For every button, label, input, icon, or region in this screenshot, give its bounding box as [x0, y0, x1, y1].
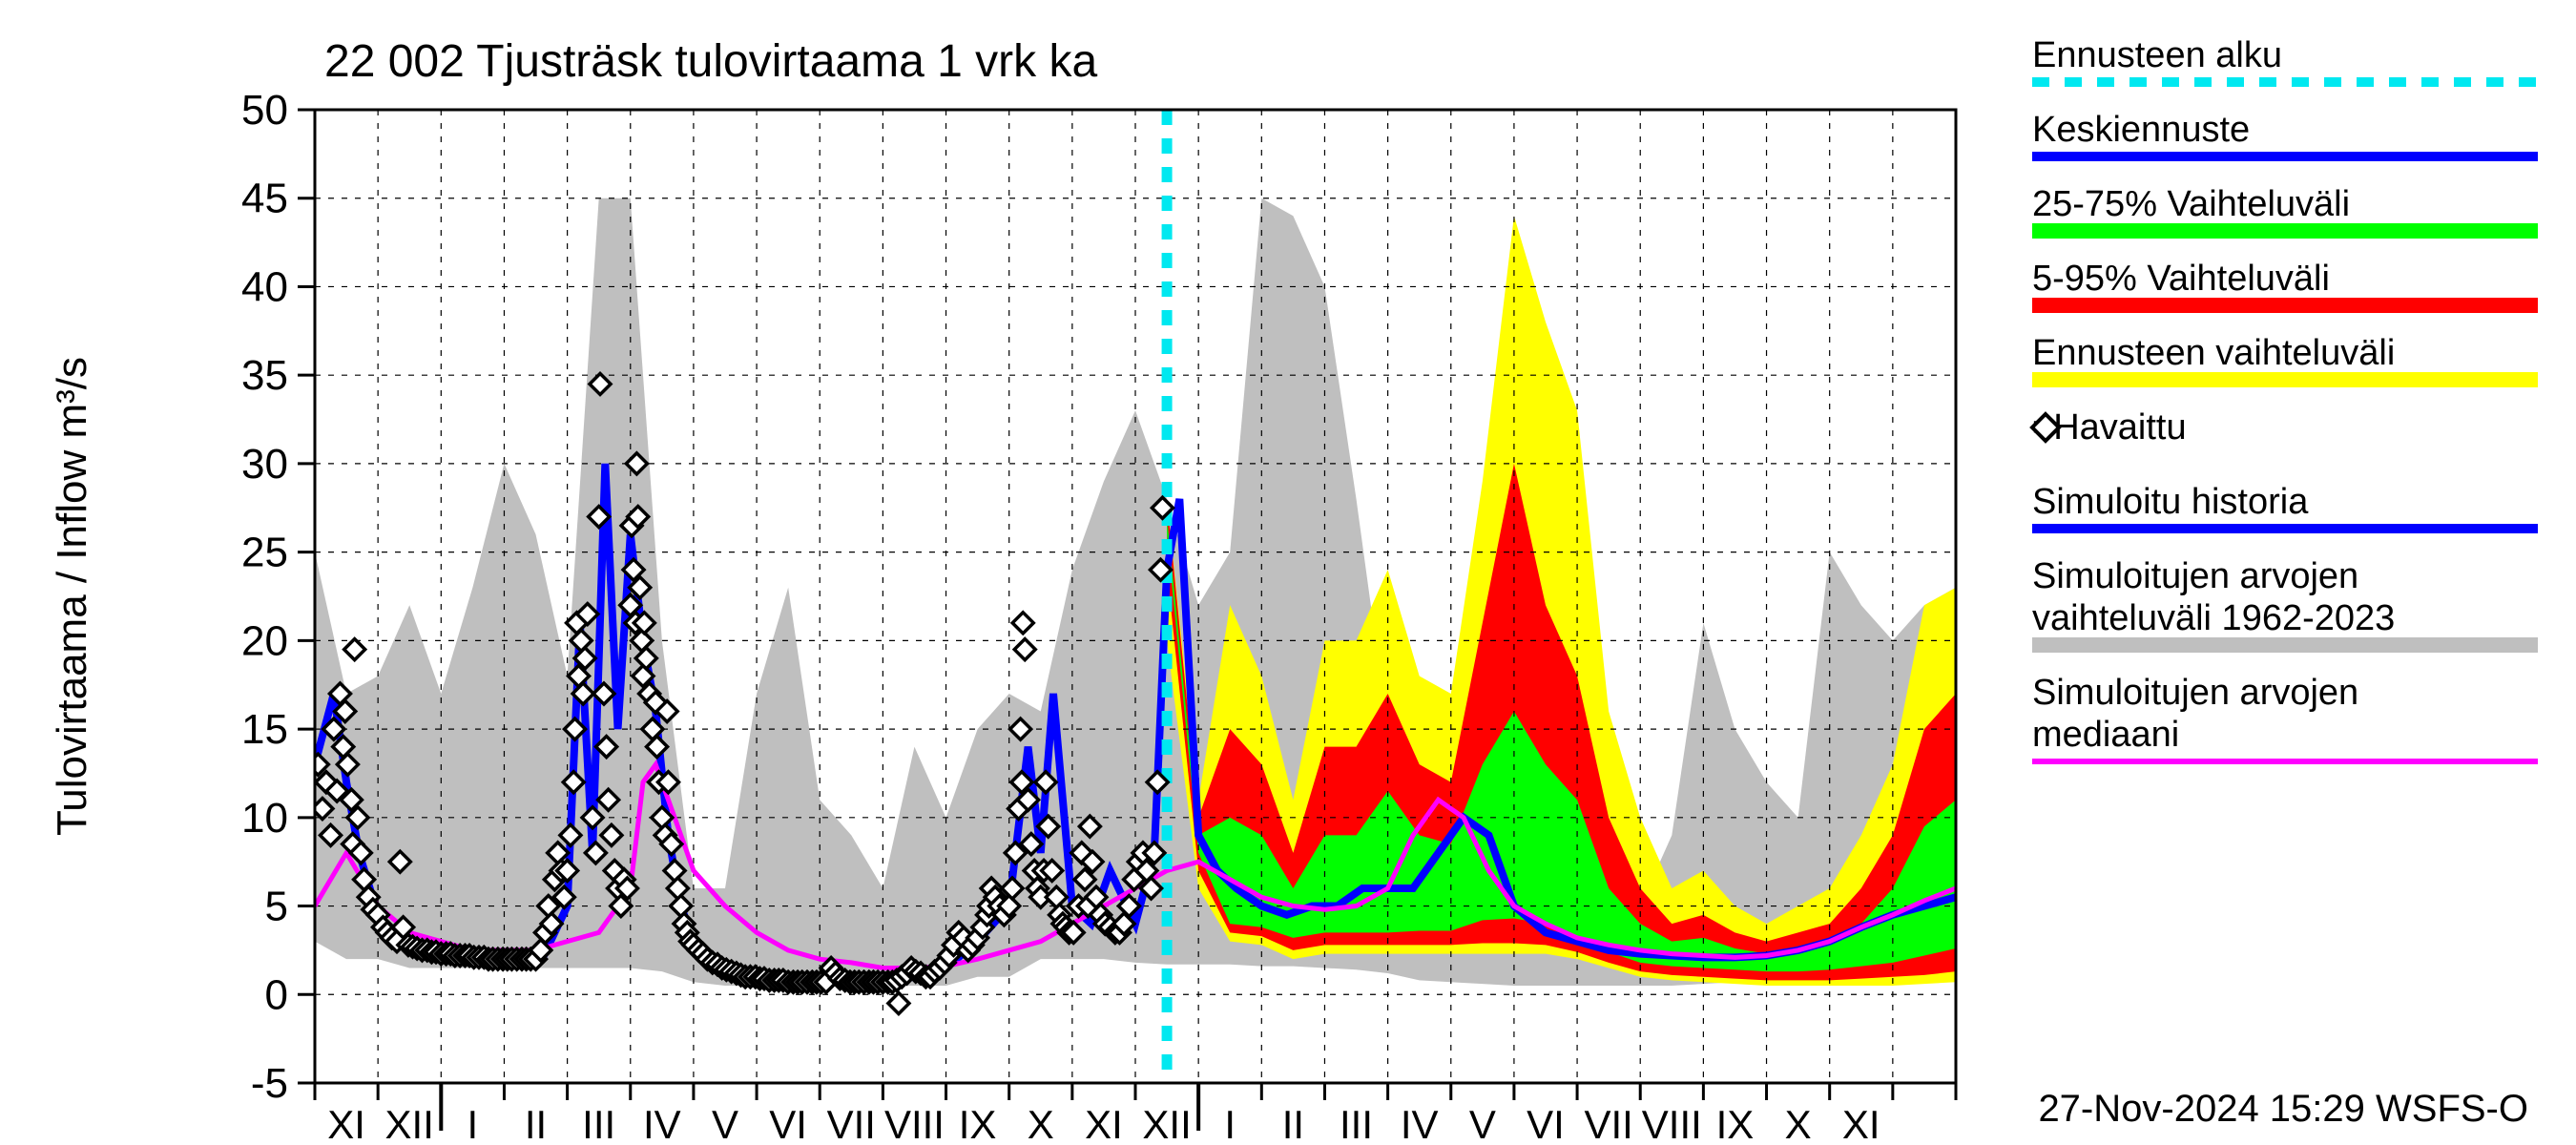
y-tick-label: 45 [241, 176, 288, 222]
x-tick-label: VII [827, 1102, 876, 1145]
x-tick-label: V [712, 1102, 738, 1145]
line-chart: -5 0 5 10 15 20 25 30 35 40 45 50 Tulovirtaama / Inf… [0, 0, 2576, 1145]
x-tick-label: XI [327, 1102, 365, 1145]
y-tick-label: 10 [241, 795, 288, 842]
y-tick-label: 40 [241, 263, 288, 310]
y-tick-label: 5 [265, 884, 288, 930]
legend-label: mediaani [2032, 715, 2179, 755]
x-tick-label: XI [1842, 1102, 1880, 1145]
legend-label: 25-75% Vaihteluväli [2032, 184, 2350, 224]
y-tick-label: -5 [251, 1060, 288, 1107]
chart-footer: 27-Nov-2024 15:29 WSFS-O [2038, 1088, 2528, 1130]
x-tick-label: VIII [1642, 1102, 1702, 1145]
x-tick-label: IX [1716, 1102, 1755, 1145]
x-tick-label: V [1469, 1102, 1496, 1145]
y-tick-label: 25 [241, 530, 288, 576]
x-tick-label: X [1785, 1102, 1812, 1145]
legend-label: vaihteluväli 1962-2023 [2032, 598, 2395, 638]
y-tick-label: 15 [241, 706, 288, 753]
legend-label: Simuloitu historia [2032, 482, 2309, 522]
x-tick-label: XII [385, 1102, 434, 1145]
chart-title: 22 002 Tjusträsk tulovirtaama 1 vrk ka [324, 36, 1097, 87]
x-tick-label: II [1282, 1102, 1304, 1145]
x-tick-label: I [1224, 1102, 1236, 1145]
y-tick-label: 0 [265, 971, 288, 1018]
x-tick-label: II [525, 1102, 547, 1145]
y-axis-label: Tulovirtaama / Inflow m³/s [49, 357, 95, 836]
legend-label: Ennusteen vaihteluväli [2032, 333, 2395, 373]
legend-label: Keskiennuste [2032, 110, 2250, 150]
x-tick-label: VI [1527, 1102, 1565, 1145]
legend-label: Simuloitujen arvojen [2032, 673, 2358, 713]
x-tick-label: IV [643, 1102, 681, 1145]
x-tick-label: IV [1401, 1102, 1439, 1145]
x-tick-label: VII [1584, 1102, 1632, 1145]
x-tick-label: XII [1142, 1102, 1191, 1145]
y-tick-label: 35 [241, 352, 288, 399]
x-tick-label: I [467, 1102, 479, 1145]
x-tick-label: X [1028, 1102, 1054, 1145]
legend-label: 5-95% Vaihteluväli [2032, 259, 2330, 299]
x-tick-label: VI [769, 1102, 807, 1145]
x-tick-label: XI [1085, 1102, 1123, 1145]
x-tick-label: VIII [884, 1102, 945, 1145]
x-tick-label: IX [959, 1102, 997, 1145]
x-tick-label: III [582, 1102, 615, 1145]
legend-label: Ennusteen alku [2032, 35, 2282, 75]
legend-label: Simuloitujen arvojen [2032, 556, 2358, 596]
y-tick-label: 30 [241, 441, 288, 488]
y-tick-label: 50 [241, 87, 288, 134]
x-tick-label: III [1340, 1102, 1373, 1145]
y-tick-label: 20 [241, 617, 288, 664]
